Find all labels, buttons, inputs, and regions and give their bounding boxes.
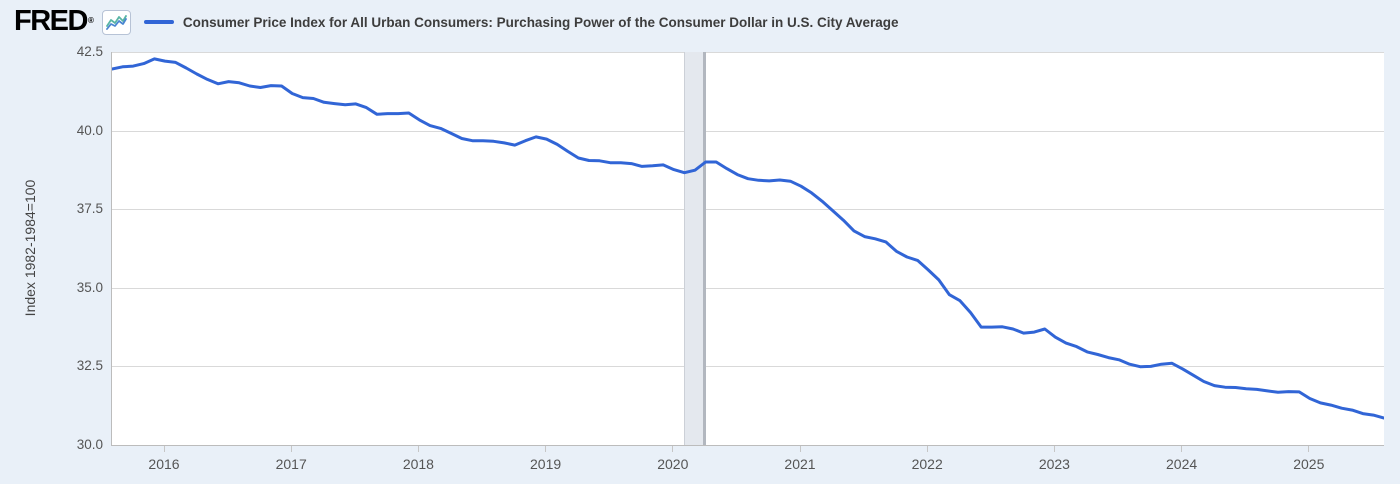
y-tick-label: 32.5 bbox=[76, 358, 103, 374]
gridline-y-42.5 bbox=[112, 52, 1384, 53]
x-tick-label: 2019 bbox=[530, 456, 562, 472]
series-line-chart[interactable] bbox=[112, 52, 1384, 445]
y-tick-label: 30.0 bbox=[76, 437, 103, 452]
x-tick-mark-2025 bbox=[1308, 446, 1310, 452]
x-tick-label: 2025 bbox=[1293, 456, 1325, 472]
x-tick-label: 2023 bbox=[1038, 456, 1070, 472]
x-tick-label: 2017 bbox=[275, 456, 307, 472]
x-tick-label: 2021 bbox=[784, 456, 816, 472]
y-tick-label: 37.5 bbox=[76, 201, 103, 217]
x-tick-mark-2022 bbox=[926, 446, 928, 452]
y-tick-label: 35.0 bbox=[76, 279, 103, 295]
gridline-y-40.0 bbox=[112, 131, 1384, 132]
chart-header: FRED ® Consumer Price Index for All Urba… bbox=[14, 7, 899, 37]
legend-line-swatch bbox=[143, 20, 174, 24]
gridline-y-32.5 bbox=[112, 366, 1384, 367]
x-tick-mark-2019 bbox=[545, 446, 547, 452]
registered-trademark-mark: ® bbox=[87, 16, 94, 25]
x-tick-label: 2024 bbox=[1166, 456, 1198, 472]
x-tick-mark-2017 bbox=[290, 446, 292, 452]
y-tick-label: 42.5 bbox=[76, 44, 103, 59]
y-axis-title: Index 1982-1984=100 bbox=[22, 179, 38, 317]
series-legend[interactable]: Consumer Price Index for All Urban Consu… bbox=[143, 14, 899, 30]
gridline-y-37.5 bbox=[112, 209, 1384, 210]
series-title: Consumer Price Index for All Urban Consu… bbox=[182, 14, 899, 30]
x-tick-label: 2018 bbox=[402, 456, 434, 472]
y-tick-label: 40.0 bbox=[76, 122, 103, 138]
gridline-y-35.0 bbox=[112, 288, 1384, 289]
data-series-line[interactable] bbox=[112, 57, 1384, 420]
x-tick-mark-2024 bbox=[1181, 446, 1183, 452]
x-tick-mark-2016 bbox=[163, 446, 165, 452]
x-tick-mark-2023 bbox=[1053, 446, 1055, 452]
fred-logo[interactable]: FRED ® bbox=[14, 7, 94, 37]
recession-band bbox=[684, 52, 706, 445]
x-tick-mark-2021 bbox=[799, 446, 801, 452]
x-tick-label: 2016 bbox=[148, 456, 180, 472]
plot-area[interactable] bbox=[111, 52, 1384, 446]
fred-logo-text: FRED bbox=[14, 5, 88, 37]
x-tick-label: 2022 bbox=[911, 456, 943, 472]
x-tick-mark-2020 bbox=[672, 446, 674, 452]
x-tick-label: 2020 bbox=[657, 456, 689, 472]
mini-line-chart-glyph bbox=[105, 14, 127, 30]
x-tick-mark-2018 bbox=[417, 446, 419, 452]
mini-line-chart-icon[interactable] bbox=[101, 9, 131, 35]
